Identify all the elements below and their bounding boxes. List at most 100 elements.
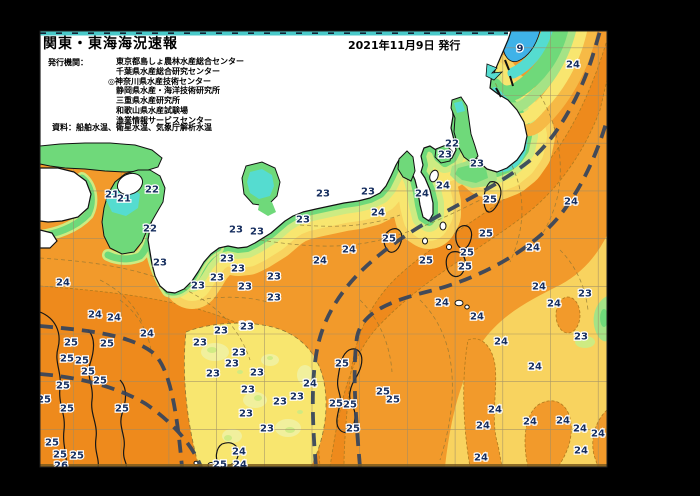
suruga-bay bbox=[397, 150, 416, 182]
temp-label: 22 bbox=[145, 185, 159, 196]
temp-label: 23 bbox=[260, 424, 274, 435]
temp-label: 24 bbox=[591, 429, 605, 440]
organization-line: 千葉県水産総合研究センター bbox=[116, 66, 220, 76]
temp-label: 23 bbox=[238, 282, 252, 293]
temp-label: 23 bbox=[250, 368, 264, 379]
temp-label: 23 bbox=[273, 397, 287, 408]
organization-line: 東京都島しょ農林水産総合センター bbox=[116, 57, 244, 66]
temp-label: 24 bbox=[233, 460, 247, 471]
harima-nada-bay bbox=[40, 142, 163, 173]
temp-label: 23 bbox=[191, 281, 205, 292]
temp-label: 24 bbox=[313, 256, 327, 267]
cold-eddy-swirl bbox=[485, 63, 504, 81]
temp-label: 25 bbox=[64, 338, 78, 349]
temp-label: 24 bbox=[232, 447, 246, 458]
shikoku-south-tip bbox=[40, 229, 58, 249]
temp-label: 23 bbox=[193, 338, 207, 349]
temp-label: 24 bbox=[474, 453, 488, 464]
temp-label: 25 bbox=[45, 438, 59, 449]
organization-line: 漁業情報サービスセンター bbox=[116, 115, 212, 125]
temp-label: 25 bbox=[460, 248, 474, 259]
temp-label: 23 bbox=[250, 227, 264, 238]
temp-label: 23 bbox=[210, 273, 224, 284]
temp-label: 23 bbox=[153, 258, 167, 269]
temp-label: 24 bbox=[303, 379, 317, 390]
temp-label: 25 bbox=[335, 359, 349, 370]
temp-label: 23 bbox=[438, 150, 452, 161]
temp-label: 25 bbox=[81, 367, 95, 378]
temp-label: 25 bbox=[115, 404, 129, 415]
issue-date: 2021年11月9日 発行 bbox=[348, 39, 461, 52]
temp-label: 25 bbox=[382, 234, 396, 245]
temp-label: 25 bbox=[458, 262, 472, 273]
organization-line: 三重県水産研究所 bbox=[116, 96, 180, 106]
tokyo-bay-cold-core bbox=[454, 101, 465, 113]
temp-label: 24 bbox=[371, 208, 385, 219]
temp-label: 9 bbox=[517, 44, 524, 55]
map-bottom-band bbox=[40, 464, 607, 467]
ise-bay-cold-core bbox=[247, 169, 274, 199]
temp-label: 23 bbox=[470, 159, 484, 170]
temp-label: 25 bbox=[386, 395, 400, 406]
temp-label: 24 bbox=[342, 245, 356, 256]
organization-line: ◎神奈川県水産技術センター bbox=[108, 76, 211, 86]
temp-label: 25 bbox=[60, 404, 74, 415]
current-tick-marks bbox=[495, 59, 514, 98]
temp-label: 25 bbox=[343, 400, 357, 411]
temp-label: 25 bbox=[483, 195, 497, 206]
temp-label: 22 bbox=[143, 224, 157, 235]
temp-label: 26 bbox=[54, 461, 68, 472]
temp-label: 24 bbox=[107, 313, 121, 324]
map-border bbox=[39, 30, 608, 468]
issuing-organizations-list: 東京都島しょ農林水産総合センター 千葉県水産総合研究センター ◎神奈川県水産技術セン… bbox=[108, 57, 244, 126]
temp-label: 23 bbox=[229, 225, 243, 236]
temp-label: 24 bbox=[88, 310, 102, 321]
temp-label: 21 bbox=[105, 190, 119, 201]
data-source-note: 資料：船舶水温、衛星水温、気象庁解析水温 bbox=[52, 123, 212, 132]
temp-label: 24 bbox=[140, 329, 154, 340]
temp-label: 23 bbox=[225, 359, 239, 370]
temp-label: 22 bbox=[445, 139, 459, 150]
temp-label: 25 bbox=[479, 229, 493, 240]
page-title: 関東・東海海況速報 bbox=[43, 36, 178, 52]
temp-label: 24 bbox=[435, 298, 449, 309]
organization-line: 和歌山県水産試験場 bbox=[116, 105, 188, 115]
cool-patch bbox=[575, 336, 595, 348]
temp-label: 23 bbox=[239, 409, 253, 420]
temp-label: 23 bbox=[316, 189, 330, 200]
green-speckles bbox=[207, 347, 303, 441]
temp-label: 24 bbox=[415, 189, 429, 200]
temp-label: 24 bbox=[476, 421, 490, 432]
sagami-bay bbox=[434, 144, 453, 164]
organization-line: 静岡県水産・海洋技術研究所 bbox=[116, 86, 220, 96]
temp-label: 25 bbox=[329, 399, 343, 410]
kuroshio-current-lines bbox=[40, 31, 607, 467]
sagami-cool-core bbox=[455, 164, 488, 183]
temp-label: 24 bbox=[56, 278, 70, 289]
temp-label: 25 bbox=[70, 451, 84, 462]
temp-label: 25 bbox=[346, 424, 360, 435]
temp-label: 24 bbox=[566, 60, 580, 71]
temp-label: 24 bbox=[556, 416, 570, 427]
shikoku-landmass bbox=[40, 167, 92, 223]
temp-label: 25 bbox=[213, 460, 227, 471]
temp-label: 23 bbox=[267, 272, 281, 283]
temp-label: 25 bbox=[376, 387, 390, 398]
temp-label: 25 bbox=[419, 256, 433, 267]
temp-label: 23 bbox=[267, 293, 281, 304]
temp-label: 24 bbox=[523, 417, 537, 428]
temp-label: 25 bbox=[56, 381, 70, 392]
temp-label: 23 bbox=[290, 392, 304, 403]
temp-label: 25 bbox=[93, 376, 107, 387]
temp-label: 23 bbox=[214, 326, 228, 337]
temp-label: 23 bbox=[578, 289, 592, 300]
temp-label: 25 bbox=[37, 395, 51, 406]
temp-label: 23 bbox=[232, 348, 246, 359]
temp-label: 24 bbox=[574, 446, 588, 457]
ise-bay-mouth bbox=[258, 200, 276, 216]
temp-label: 24 bbox=[547, 299, 561, 310]
temp-label: 23 bbox=[231, 264, 245, 275]
temp-label: 24 bbox=[494, 337, 508, 348]
